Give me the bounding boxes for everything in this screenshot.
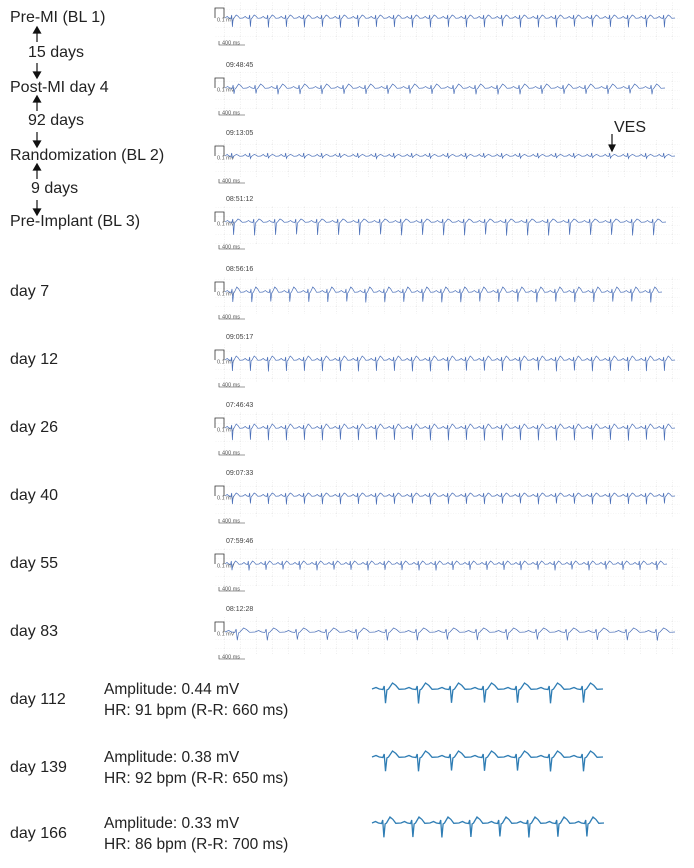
row-label: day 7 [10,283,49,300]
time-scale: 400 ms [222,586,240,592]
row-label: day 12 [10,351,58,368]
time-scale: 400 ms [222,518,240,524]
row-label: Pre-Implant (BL 3) [10,213,140,230]
timestamp: 07:46:43 [226,402,253,409]
ecg-sample [372,751,603,771]
row-label: Post-MI day 4 [10,79,109,96]
timestamp: 09:05:17 [226,334,253,341]
figure: 15 days 92 days 9 days VES Pre-MI (BL 1)… [0,0,694,868]
amplitude-text: Amplitude: 0.38 mV [104,749,240,766]
row-label: day 55 [10,555,58,572]
amplitude-text: Amplitude: 0.33 mV [104,815,240,832]
row-label: day 83 [10,623,58,640]
ecg-sample [372,817,604,838]
summary-day: day 112 [10,691,66,708]
hr-text: HR: 86 bpm (R-R: 700 ms) [104,836,288,853]
timestamp: 09:13:05 [226,130,253,137]
timestamp: 09:07:33 [226,470,253,477]
hr-text: HR: 92 bpm (R-R: 650 ms) [104,770,288,787]
summary-day: day 166 [10,825,67,842]
time-scale: 400 ms [222,450,240,456]
ecg-sample [372,683,603,704]
time-scale: 400 ms [222,382,240,388]
time-scale: 400 ms [222,244,240,250]
ves-annotation: VES [614,119,646,136]
timestamp: 07:59:46 [226,538,253,545]
ecg-grid [215,616,680,654]
time-scale: 400 ms [222,40,240,46]
interval-label: 92 days [28,112,84,129]
time-scale: 400 ms [222,314,240,320]
time-scale: 400 ms [222,654,240,660]
ecg-grid [215,276,680,314]
row-label: Pre-MI (BL 1) [10,9,105,26]
row-label: Randomization (BL 2) [10,147,164,164]
hr-text: HR: 91 bpm (R-R: 660 ms) [104,702,288,719]
ecg-grid [215,72,680,110]
amplitude-text: Amplitude: 0.44 mV [104,681,240,698]
interval-arrows [34,27,616,215]
ecg-grid [215,206,680,244]
row-label: day 26 [10,419,58,436]
row-label: day 40 [10,487,58,504]
timestamp: 08:12:28 [226,606,253,613]
time-scale: 400 ms [222,110,240,116]
ecg-grid [215,548,680,586]
interval-label: 15 days [28,44,84,61]
summary-day: day 139 [10,759,67,776]
time-scale: 400 ms [222,178,240,184]
timestamp: 09:48:45 [226,62,253,69]
interval-label: 9 days [31,180,78,197]
timestamp: 08:51:12 [226,196,253,203]
timestamp: 08:56:16 [226,266,253,273]
